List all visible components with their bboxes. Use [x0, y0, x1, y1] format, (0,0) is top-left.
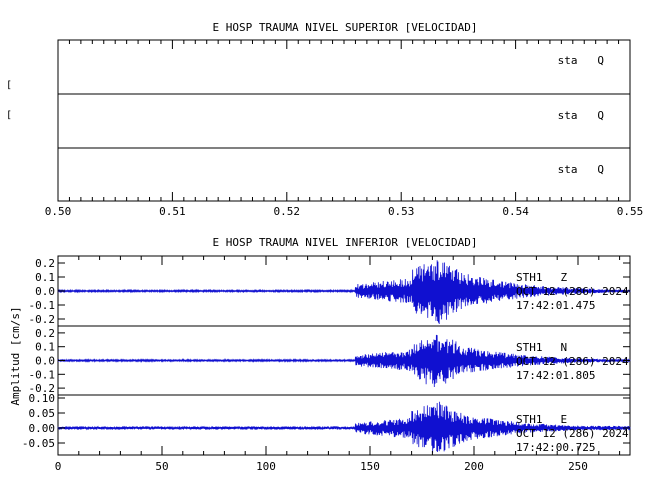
bottom-plot-border [57, 255, 631, 456]
top-x-tick-label: 0.54 [502, 205, 529, 218]
station-label-z: STH1 Z [516, 271, 568, 284]
bottom-y-axes: -0.2-0.10.00.10.2-0.2-0.10.00.10.2-0.050… [22, 257, 630, 450]
waveform-trace [57, 401, 631, 454]
bottom-x-axis: 0 50 100 150 200 250 [55, 256, 621, 473]
top-panel-label-2: sta Q [558, 109, 604, 122]
y-tick-label: 0.1 [35, 341, 55, 354]
top-x-tick-label: 0.52 [274, 205, 301, 218]
station-name: STH1 [516, 271, 543, 284]
x-tick-label: 0 [55, 460, 62, 473]
y-tick-label: 0.05 [29, 407, 56, 420]
top-ylabel-fragment-2: [ [6, 110, 12, 121]
top-plot-frame [57, 39, 631, 202]
y-tick-label: 0.1 [35, 271, 55, 284]
time-label-z: 17:42:01.475 [516, 299, 595, 312]
y-tick-label: -0.1 [29, 368, 56, 381]
y-tick-label: -0.1 [29, 299, 56, 312]
panel-annotation-e: STH1 E OCT 12 (286) 2024 17:42:00.725 [516, 413, 629, 454]
date-label-z: OCT 12 (286) 2024 [516, 285, 629, 298]
x-tick-label: 200 [464, 460, 484, 473]
bottom-title: E HOSP TRAUMA NIVEL INFERIOR [VELOCIDAD] [213, 236, 478, 249]
top-x-tick-label: 0.55 [617, 205, 644, 218]
y-tick-label: -0.2 [29, 382, 56, 395]
component-name: E [561, 413, 568, 426]
bottom-plot-frame [57, 255, 631, 456]
x-tick-label: 150 [360, 460, 380, 473]
y-tick-label: 0.2 [35, 327, 55, 340]
y-tick-label: -0.05 [22, 437, 55, 450]
y-tick-label: 0.0 [35, 355, 55, 368]
panel-annotation-n: STH1 N OCT 12 (286) 2024 17:42:01.805 [516, 341, 629, 382]
time-label-n: 17:42:01.805 [516, 369, 595, 382]
top-panel-label-1: sta Q [558, 54, 604, 67]
waveform-trace [57, 260, 631, 325]
station-label-n: STH1 N [516, 341, 567, 354]
waveform-trace [57, 334, 631, 387]
y-tick-label: 0.0 [35, 285, 55, 298]
x-tick-label: 50 [155, 460, 168, 473]
top-panel-label-3: sta Q [558, 163, 604, 176]
top-x-tick-label: 0.50 [45, 205, 72, 218]
top-x-tick-label: 0.53 [388, 205, 415, 218]
date-label-n: OCT 12 (286) 2024 [516, 355, 629, 368]
y-tick-label: 0.10 [29, 392, 56, 405]
top-x-tick-label: 0.51 [159, 205, 186, 218]
top-x-axis: 0.50 0.51 0.52 0.53 0.54 0.55 [45, 40, 644, 218]
component-name: N [561, 341, 568, 354]
component-name: Z [561, 271, 568, 284]
panel-annotation-z: STH1 Z OCT 12 (286) 2024 17:42:01.475 [516, 271, 629, 312]
y-tick-label: 0.2 [35, 257, 55, 270]
top-plot-border [57, 39, 631, 202]
y-tick-label: -0.2 [29, 313, 56, 326]
station-name: STH1 [516, 413, 543, 426]
station-name: STH1 [516, 341, 543, 354]
top-ylabel-fragment: [ [6, 80, 12, 91]
date-label-e: OCT 12 (286) 2024 [516, 427, 629, 440]
waveforms [57, 260, 631, 454]
top-title: E HOSP TRAUMA NIVEL SUPERIOR [VELOCIDAD] [213, 21, 478, 34]
x-tick-label: 100 [256, 460, 276, 473]
x-tick-label: 250 [568, 460, 588, 473]
time-label-e: 17:42:00.725 [516, 441, 595, 454]
y-tick-label: 0.00 [29, 422, 56, 435]
station-label-e: STH1 E [516, 413, 567, 426]
bottom-ylabel: Amplitud [cm/s] [9, 306, 22, 405]
